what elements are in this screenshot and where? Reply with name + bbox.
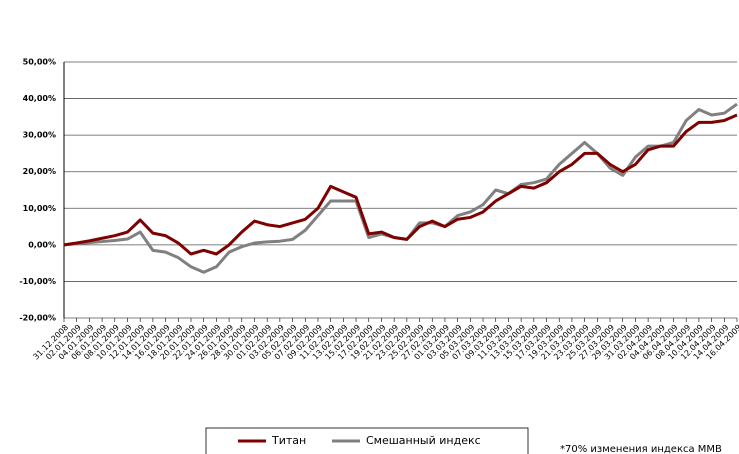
y-tick-label: 20,00%	[23, 167, 56, 176]
y-tick-label: -10,00%	[19, 277, 56, 286]
series-line	[63, 102, 738, 274]
series-line	[63, 113, 738, 256]
legend-label: Смешанный индекс	[366, 434, 481, 447]
y-tick-label: 50,00%	[23, 58, 56, 67]
y-tick-label: -20,00%	[19, 314, 56, 323]
y-tick-label: 30,00%	[23, 131, 56, 140]
y-tick-label: 10,00%	[23, 204, 56, 213]
y-tick-label: 40,00%	[23, 94, 56, 103]
footnote: *70% изменения индекса ММВ	[560, 444, 722, 454]
y-tick-label: 0,00%	[28, 240, 56, 249]
legend-label: Титан	[271, 434, 306, 447]
